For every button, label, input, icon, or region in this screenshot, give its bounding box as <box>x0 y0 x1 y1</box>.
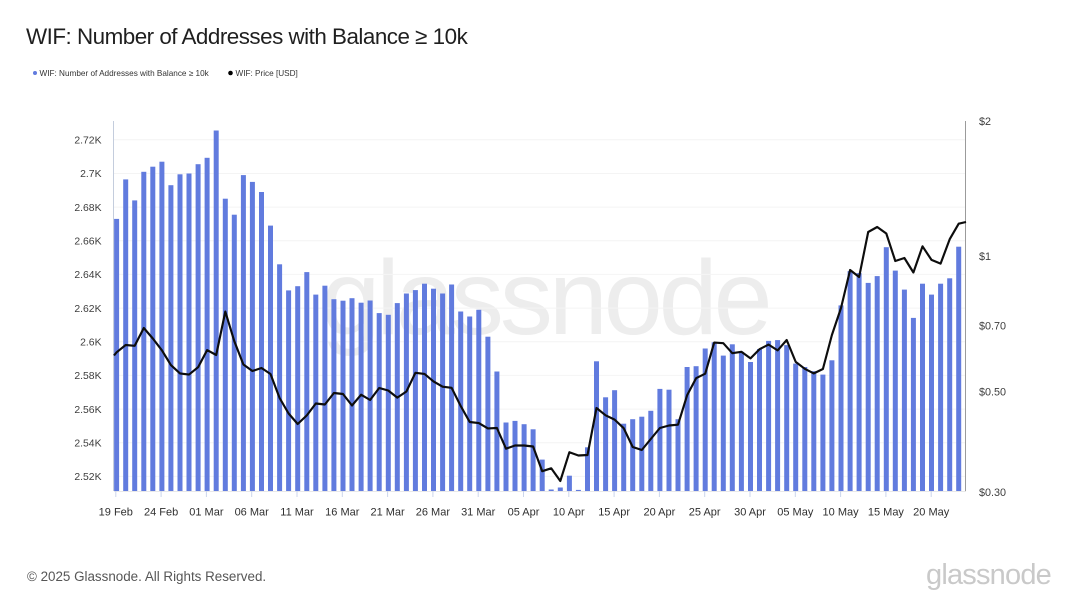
svg-text:31 Mar: 31 Mar <box>461 507 496 519</box>
svg-text:30 Apr: 30 Apr <box>734 507 766 519</box>
svg-text:$0.70: $0.70 <box>979 321 1006 333</box>
svg-text:19 Feb: 19 Feb <box>99 507 133 519</box>
svg-text:2.56K: 2.56K <box>74 405 101 416</box>
svg-text:15 May: 15 May <box>868 507 905 519</box>
svg-text:01 Mar: 01 Mar <box>189 507 224 519</box>
svg-text:2.68K: 2.68K <box>74 203 101 214</box>
svg-text:05 Apr: 05 Apr <box>508 507 540 519</box>
svg-text:25 Apr: 25 Apr <box>689 507 721 519</box>
svg-text:$0.30: $0.30 <box>979 487 1006 499</box>
svg-text:WIF: Number of Addresses with: WIF: Number of Addresses with Balance ≥ … <box>26 24 469 49</box>
svg-text:$1: $1 <box>979 251 991 263</box>
svg-text:2.58K: 2.58K <box>74 371 101 382</box>
svg-text:20 Apr: 20 Apr <box>643 507 675 519</box>
svg-text:2.72K: 2.72K <box>74 136 101 147</box>
svg-text:10 Apr: 10 Apr <box>553 507 585 519</box>
svg-text:16 Mar: 16 Mar <box>325 507 360 519</box>
svg-text:24 Feb: 24 Feb <box>144 507 178 519</box>
svg-text:06 Mar: 06 Mar <box>235 507 270 519</box>
svg-text:10 May: 10 May <box>823 507 860 519</box>
svg-text:2.66K: 2.66K <box>74 237 101 248</box>
svg-text:$0.50: $0.50 <box>979 386 1006 398</box>
svg-text:2.64K: 2.64K <box>74 270 101 281</box>
svg-text:WIF: Number of Addresses with: WIF: Number of Addresses with Balance ≥ … <box>40 69 210 78</box>
svg-text:2.62K: 2.62K <box>74 304 101 315</box>
svg-text:26 Mar: 26 Mar <box>416 507 451 519</box>
svg-text:2.6K: 2.6K <box>80 338 101 349</box>
svg-text:11 Mar: 11 Mar <box>280 507 314 519</box>
svg-text:21 Mar: 21 Mar <box>370 507 405 519</box>
svg-text:15 Apr: 15 Apr <box>598 507 630 519</box>
svg-text:2.7K: 2.7K <box>80 169 101 180</box>
svg-text:20 May: 20 May <box>913 507 950 519</box>
svg-text:2.52K: 2.52K <box>74 472 101 483</box>
svg-text:glassnode: glassnode <box>926 559 1051 591</box>
svg-text:05 May: 05 May <box>777 507 814 519</box>
svg-text:2.54K: 2.54K <box>74 438 101 449</box>
svg-text:WIF: Price [USD]: WIF: Price [USD] <box>236 69 298 78</box>
svg-text:© 2025 Glassnode. All Rights R: © 2025 Glassnode. All Rights Reserved. <box>27 569 266 584</box>
svg-text:$2: $2 <box>979 116 991 128</box>
